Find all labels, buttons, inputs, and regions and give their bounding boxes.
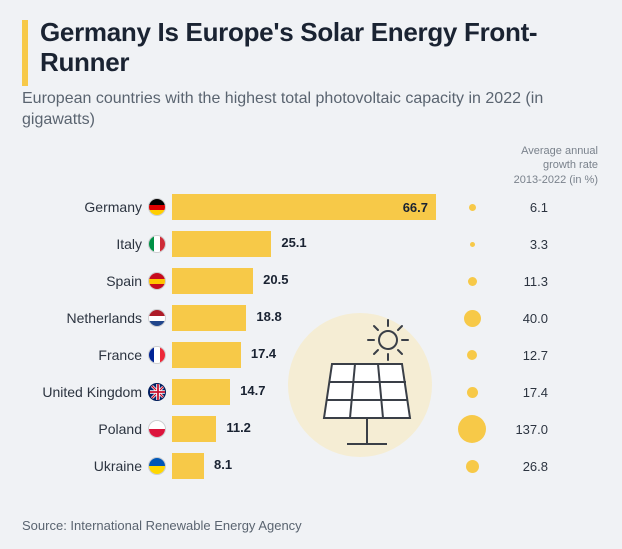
growth-value: 137.0: [502, 422, 548, 437]
table-row: United Kingdom 14.7 17.4: [22, 374, 600, 411]
flag-icon: [148, 383, 166, 401]
bar: [172, 379, 230, 405]
flag-icon: [148, 309, 166, 327]
growth-dot-container: [442, 460, 502, 473]
bar: [172, 268, 253, 294]
growth-value: 11.3: [502, 274, 548, 289]
growth-dot-container: [442, 415, 502, 443]
bar-value: 8.1: [208, 457, 232, 472]
bar: [172, 342, 241, 368]
growth-value: 26.8: [502, 459, 548, 474]
growth-dot-container: [442, 310, 502, 327]
table-row: France 17.4 12.7: [22, 337, 600, 374]
bar-container: 11.2: [172, 416, 442, 442]
growth-dot: [458, 415, 486, 443]
accent-bar: [22, 20, 28, 86]
bar-container: 14.7: [172, 379, 442, 405]
growth-dot-container: [442, 350, 502, 360]
growth-dot: [469, 204, 476, 211]
country-label: Spain: [22, 273, 148, 289]
growth-value: 40.0: [502, 311, 548, 326]
table-row: Germany 66.7 6.1: [22, 189, 600, 226]
bar-container: 8.1: [172, 453, 442, 479]
bar-value: 66.7: [397, 200, 436, 215]
table-row: Ukraine 8.1 26.8: [22, 448, 600, 485]
growth-dot-container: [442, 277, 502, 286]
flag-icon: [148, 198, 166, 216]
country-label: United Kingdom: [22, 384, 148, 400]
growth-dot: [467, 350, 477, 360]
growth-dot: [466, 460, 479, 473]
country-label: Germany: [22, 199, 148, 215]
chart-title: Germany Is Europe's Solar Energy Front-R…: [40, 18, 600, 78]
flag-icon: [148, 272, 166, 290]
source-text: Source: International Renewable Energy A…: [22, 518, 302, 533]
growth-rate-header: Average annual growth rate 2013-2022 (in…: [514, 144, 598, 187]
country-label: Netherlands: [22, 310, 148, 326]
bar-container: 25.1: [172, 231, 442, 257]
country-label: Poland: [22, 421, 148, 437]
flag-icon: [148, 346, 166, 364]
bar: 66.7: [172, 194, 436, 220]
bar-container: 66.7: [172, 194, 442, 220]
growth-value: 12.7: [502, 348, 548, 363]
bar-value: 14.7: [234, 383, 265, 398]
growth-dot-container: [442, 387, 502, 398]
growth-dot: [464, 310, 481, 327]
bar-chart: Germany 66.7 6.1 Italy 25.1 3.3 Spain 20.5 11.3 N…: [22, 189, 600, 485]
growth-value: 17.4: [502, 385, 548, 400]
bar-container: 18.8: [172, 305, 442, 331]
bar: [172, 416, 216, 442]
growth-dot-container: [442, 242, 502, 247]
bar-container: 17.4: [172, 342, 442, 368]
table-row: Spain 20.5 11.3: [22, 263, 600, 300]
table-row: Poland 11.2 137.0: [22, 411, 600, 448]
bar-value: 18.8: [250, 309, 281, 324]
bar: [172, 453, 204, 479]
bar: [172, 305, 246, 331]
bar-value: 17.4: [245, 346, 276, 361]
growth-dot: [467, 387, 478, 398]
country-label: Italy: [22, 236, 148, 252]
chart-subtitle: European countries with the highest tota…: [22, 88, 600, 131]
bar-container: 20.5: [172, 268, 442, 294]
growth-dot-container: [442, 204, 502, 211]
country-label: Ukraine: [22, 458, 148, 474]
flag-icon: [148, 420, 166, 438]
growth-value: 6.1: [502, 200, 548, 215]
bar-value: 25.1: [275, 235, 306, 250]
table-row: Italy 25.1 3.3: [22, 226, 600, 263]
flag-icon: [148, 235, 166, 253]
growth-dot: [468, 277, 477, 286]
bar-value: 11.2: [220, 420, 251, 435]
growth-dot: [470, 242, 475, 247]
bar-value: 20.5: [257, 272, 288, 287]
growth-value: 3.3: [502, 237, 548, 252]
table-row: Netherlands 18.8 40.0: [22, 300, 600, 337]
country-label: France: [22, 347, 148, 363]
flag-icon: [148, 457, 166, 475]
bar: [172, 231, 271, 257]
